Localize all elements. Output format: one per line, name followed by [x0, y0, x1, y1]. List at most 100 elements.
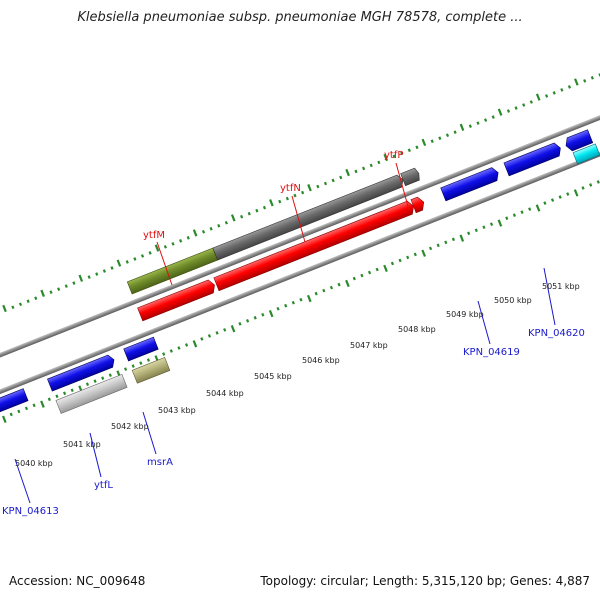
gene-arrow-blue-d[interactable] — [123, 336, 159, 362]
minor-tick — [125, 260, 129, 264]
major-tick — [497, 219, 503, 227]
major-tick — [2, 304, 7, 313]
gene-arrow-blue-a[interactable] — [503, 142, 563, 177]
minor-tick — [438, 136, 442, 141]
minor-tick — [406, 255, 410, 260]
minor-tick — [337, 282, 341, 287]
minor-tick — [316, 184, 320, 189]
gene-label-ytfL[interactable]: ytfL — [94, 480, 113, 491]
minor-tick — [102, 269, 106, 273]
gene-label-ytfM[interactable]: ytfM — [143, 230, 165, 241]
backbone-line-upper — [0, 102, 600, 365]
major-tick — [269, 199, 274, 207]
major-tick — [2, 415, 7, 423]
minor-tick — [529, 100, 533, 104]
scale-label: 5048 kbp — [398, 325, 436, 334]
minor-tick — [85, 382, 90, 387]
minor-tick — [70, 388, 74, 393]
minor-tick — [255, 208, 259, 213]
gene-arrow-cyan[interactable] — [572, 143, 600, 165]
major-tick — [345, 279, 350, 288]
minor-tick — [331, 178, 335, 183]
gene-arrow-msrA[interactable] — [131, 357, 171, 384]
gene-arrow-blue-c[interactable] — [47, 354, 116, 392]
minor-tick — [162, 352, 166, 356]
minor-tick — [217, 223, 221, 228]
genome-summary-text: Topology: circular; Length: 5,315,120 bp… — [260, 574, 590, 588]
major-tick — [230, 214, 236, 222]
gene-arrow-red-3[interactable] — [410, 196, 426, 214]
minor-tick — [482, 225, 486, 230]
minor-tick — [428, 246, 433, 251]
gene-arrow-ytfN[interactable] — [212, 174, 406, 261]
minor-tick — [124, 367, 128, 371]
accession-text: Accession: NC_009648 — [9, 574, 146, 588]
minor-tick — [323, 181, 328, 186]
minor-tick — [11, 305, 15, 310]
minor-tick — [131, 364, 135, 368]
inner-scale-track — [2, 180, 600, 423]
gene-arrow-red-1[interactable] — [137, 278, 218, 322]
minor-tick — [596, 180, 600, 184]
minor-tick — [64, 284, 68, 288]
gene-label-KPN_04620[interactable]: KPN_04620 — [528, 328, 585, 339]
minor-tick — [301, 190, 305, 195]
outer-scale-track — [2, 73, 600, 313]
gene-arrow-ytfL[interactable] — [55, 373, 128, 414]
minor-tick — [101, 376, 105, 380]
minor-tick — [354, 169, 358, 174]
gene-label-KPN_04619[interactable]: KPN_04619 — [463, 347, 520, 358]
gene-arrow-blue-KPN_04619[interactable] — [440, 166, 501, 202]
minor-tick — [590, 76, 594, 80]
minor-tick — [360, 273, 364, 278]
scale-label: 5043 kbp — [158, 406, 196, 415]
major-tick — [345, 168, 350, 177]
minor-tick — [163, 245, 167, 249]
major-tick — [268, 309, 274, 318]
minor-tick — [17, 409, 21, 414]
major-tick — [40, 289, 45, 297]
map-title: Klebsiella pneumoniae subsp. pneumoniae … — [77, 10, 523, 25]
minor-tick — [18, 302, 23, 307]
minor-tick — [468, 124, 472, 128]
gene-label-msrA[interactable]: msrA — [147, 457, 173, 468]
gene-label-ytfP[interactable]: ytfP — [384, 150, 403, 161]
minor-tick — [47, 397, 51, 402]
gene-arrow-red-2[interactable] — [213, 200, 416, 292]
minor-tick — [72, 281, 76, 285]
minor-tick — [63, 391, 67, 396]
gene-arrow-blue-KPN_04620[interactable] — [563, 129, 594, 153]
minor-tick — [505, 216, 509, 220]
minor-tick — [474, 228, 478, 233]
minor-tick — [522, 103, 526, 107]
minor-tick — [506, 109, 511, 113]
minor-tick — [253, 316, 257, 320]
leader-line-ytfL — [89, 432, 102, 478]
major-tick — [192, 340, 198, 348]
gene-label-ytfN[interactable]: ytfN — [280, 183, 301, 194]
minor-tick — [444, 240, 448, 245]
minor-tick — [400, 151, 404, 156]
minor-tick — [177, 346, 181, 350]
minor-tick — [299, 297, 303, 302]
gene-labels: ytfM ytfN ytfP KPN_04619 KPN_04620 KPN_04613 y… — [2, 150, 585, 517]
minor-tick — [560, 88, 564, 92]
gene-arrow-ytfP[interactable] — [400, 167, 422, 187]
minor-tick — [484, 118, 488, 122]
scale-label: 5046 kbp — [302, 356, 340, 365]
gene-label-KPN_04613[interactable]: KPN_04613 — [2, 506, 59, 517]
minor-tick — [362, 166, 366, 171]
minor-tick — [491, 115, 495, 119]
leader-line-msrA — [142, 411, 157, 455]
major-tick — [307, 184, 312, 192]
minor-tick — [108, 373, 112, 377]
major-tick — [535, 93, 541, 101]
minor-tick — [184, 343, 189, 347]
gene-arrow-blue-b[interactable] — [0, 388, 29, 413]
minor-tick — [436, 243, 440, 248]
major-tick — [421, 249, 426, 257]
major-tick — [459, 123, 465, 131]
minor-tick — [57, 287, 61, 291]
minor-tick — [392, 154, 396, 159]
minor-tick — [55, 394, 59, 399]
